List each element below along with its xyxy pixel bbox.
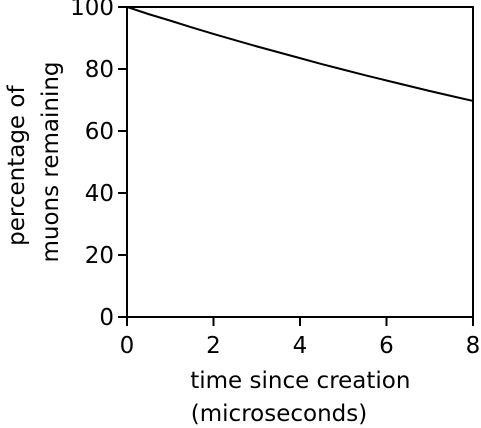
y-tick-label: 60	[85, 119, 114, 145]
plot-frame	[126, 6, 474, 318]
x-axis-label-line-2: (microseconds)	[191, 401, 367, 427]
x-tick-label: 8	[466, 333, 481, 359]
series-layer	[126, 6, 474, 102]
decay-curve	[126, 6, 474, 102]
x-tick-label: 0	[120, 333, 135, 359]
x-axis-label-line-1: time since creation	[190, 368, 410, 394]
y-axis-label: percentage of muons remaining	[4, 61, 64, 262]
y-axis-label-line-1: percentage of	[4, 85, 30, 246]
y-tick-label: 80	[85, 57, 114, 83]
x-tick-label: 2	[206, 333, 221, 359]
y-tick-label: 40	[85, 181, 114, 207]
x-axis-ticks: 0 2 4 6 8	[120, 317, 481, 359]
x-tick-label: 6	[379, 333, 394, 359]
y-tick-label: 100	[70, 0, 114, 21]
y-tick-label: 20	[85, 243, 114, 269]
y-tick-label: 0	[99, 305, 114, 331]
x-tick-label: 4	[293, 333, 308, 359]
x-axis-label: time since creation (microseconds)	[190, 368, 418, 427]
y-axis-ticks: 0 20 40 60 80 100	[70, 0, 127, 331]
y-axis-label-line-2: muons remaining	[38, 61, 64, 262]
